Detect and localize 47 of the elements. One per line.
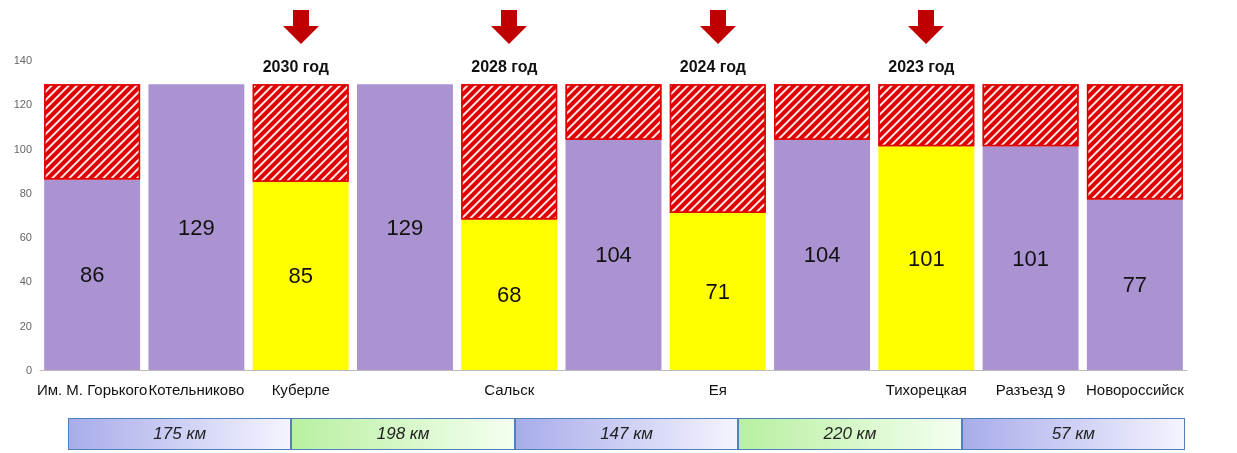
y-tick-label: 0	[25, 364, 32, 376]
annotation: 2028 год	[471, 57, 538, 75]
y-tick-label: 80	[19, 186, 32, 199]
text: 57 км	[961, 418, 1186, 450]
data-label: 77	[1122, 272, 1148, 298]
text: 147 км	[514, 418, 739, 450]
x-tick-label: Разъезд 9	[995, 381, 1066, 398]
text: 175 км	[68, 418, 292, 450]
text: 198 км	[291, 418, 515, 450]
bar	[982, 146, 1079, 370]
annotation: 2024 год	[679, 57, 746, 75]
x-tick-label: Им. М. Горького	[36, 381, 148, 398]
bar	[461, 219, 558, 370]
data-label: 85	[288, 263, 313, 289]
y-tick-label: 60	[19, 231, 32, 244]
bar	[148, 84, 245, 370]
data-label: 86	[79, 262, 105, 288]
bar	[44, 179, 141, 370]
bar	[669, 212, 766, 370]
bar	[356, 84, 453, 370]
bar	[1086, 199, 1183, 370]
annotation: 2030 год	[262, 57, 329, 75]
data-label: 68	[496, 282, 522, 308]
data-label: 101	[907, 245, 945, 271]
data-label: 104	[803, 242, 841, 268]
bar	[774, 139, 871, 370]
data-label: 71	[705, 278, 731, 304]
text: 220 км	[738, 418, 962, 450]
y-tick-label: 100	[13, 142, 32, 155]
x-tick-label: Куберле	[271, 381, 330, 398]
y-tick-label: 20	[19, 319, 32, 332]
y-tick-label: 140	[13, 54, 32, 66]
x-tick-label: Тихорецкая	[885, 381, 967, 398]
y-tick-label: 40	[19, 275, 32, 288]
y-tick-label: 120	[13, 98, 32, 111]
x-tick-label: Котельниково	[148, 381, 245, 398]
bar	[252, 181, 349, 370]
x-tick-label: Ея	[708, 381, 727, 398]
x-tick-label: Сальск	[484, 381, 535, 398]
data-label: 129	[178, 214, 215, 240]
bar	[878, 146, 975, 370]
data-label: 104	[595, 242, 632, 268]
x-tick-label: Новороссийск	[1085, 381, 1185, 398]
annotation: 2023 год	[888, 57, 955, 75]
bar	[565, 139, 662, 370]
data-label: 101	[1012, 245, 1049, 271]
data-label: 129	[386, 214, 424, 240]
